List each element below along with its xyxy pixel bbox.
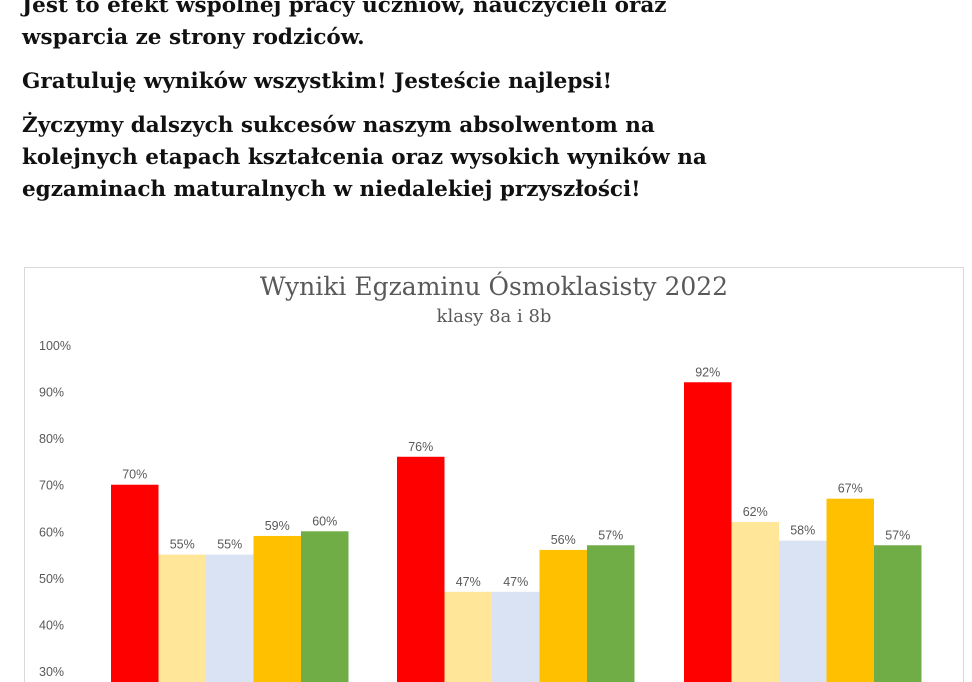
data-label: 59%: [265, 519, 290, 533]
bar: [397, 456, 445, 682]
y-tick-label: 60%: [39, 525, 64, 539]
bar: [731, 521, 779, 682]
bar: [779, 540, 827, 682]
y-tick-label: 80%: [39, 432, 64, 446]
y-tick-label: 100%: [39, 339, 71, 353]
paragraph-congratulations: Gratuluję wyników wszystkim! Jesteście n…: [22, 66, 952, 98]
chart-title: Wyniki Egzaminu Ósmoklasisty 2022: [260, 272, 728, 301]
data-label: 56%: [551, 533, 576, 547]
paragraph-wishes-line-1: Życzymy dalszych sukcesów naszym absolwe…: [22, 113, 655, 138]
y-tick-label: 90%: [39, 386, 64, 400]
data-label: 55%: [217, 538, 242, 552]
article-text: Jest to efekt wspólnej pracy uczniów, na…: [22, 0, 952, 218]
paragraph-wishes-line-2: kolejnych etapach kształcenia oraz wysok…: [22, 145, 707, 170]
paragraph-thanks: Jest to efekt wspólnej pracy uczniów, na…: [22, 0, 952, 54]
exam-results-chart: Wyniki Egzaminu Ósmoklasisty 2022 klasy …: [39, 272, 922, 682]
data-label: 70%: [122, 468, 147, 482]
data-label: 67%: [838, 482, 863, 496]
data-label: 60%: [312, 514, 337, 528]
chart-subtitle: klasy 8a i 8b: [437, 306, 552, 327]
data-label: 76%: [408, 440, 433, 454]
data-labels: 70% 76% 92% 55% 47% 62% 55% 47% 58% 59% 56% 67% 60% 5…: [122, 365, 910, 589]
data-label: 58%: [790, 524, 815, 538]
paragraph-wishes-line-3: egzaminach maturalnych w niedalekiej prz…: [22, 177, 641, 202]
y-tick-label: 30%: [39, 665, 64, 679]
y-tick-label: 40%: [39, 618, 64, 632]
data-label: 57%: [598, 528, 623, 542]
bar: [587, 545, 635, 682]
data-label: 47%: [503, 575, 528, 589]
bar: [826, 498, 874, 682]
bar: [158, 554, 206, 682]
data-label: 57%: [885, 528, 910, 542]
bar: [206, 554, 254, 682]
bar: [684, 382, 732, 682]
paragraph-thanks-line-2: wsparcia ze strony rodziców.: [22, 25, 365, 50]
bar: [492, 591, 540, 682]
chart-frame: Wyniki Egzaminu Ósmoklasisty 2022 klasy …: [24, 267, 964, 682]
data-label: 55%: [170, 538, 195, 552]
paragraph-thanks-line-1: Jest to efekt wspólnej pracy uczniów, na…: [22, 0, 667, 18]
y-tick-label: 50%: [39, 572, 64, 586]
y-axis-ticks: 100% 90% 80% 70% 60% 50% 40% 30%: [39, 339, 71, 679]
bar: [111, 484, 159, 682]
data-label: 92%: [695, 365, 720, 379]
paragraph-wishes: Życzymy dalszych sukcesów naszym absolwe…: [22, 110, 952, 206]
bar: [539, 549, 587, 682]
bars: [111, 382, 922, 682]
data-label: 62%: [743, 505, 768, 519]
bar: [874, 545, 922, 682]
y-tick-label: 70%: [39, 479, 64, 493]
data-label: 47%: [456, 575, 481, 589]
paragraph-congratulations-text: Gratuluję wyników wszystkim! Jesteście n…: [22, 69, 613, 94]
bar: [444, 591, 492, 682]
bar: [301, 531, 349, 682]
bar: [253, 535, 301, 682]
